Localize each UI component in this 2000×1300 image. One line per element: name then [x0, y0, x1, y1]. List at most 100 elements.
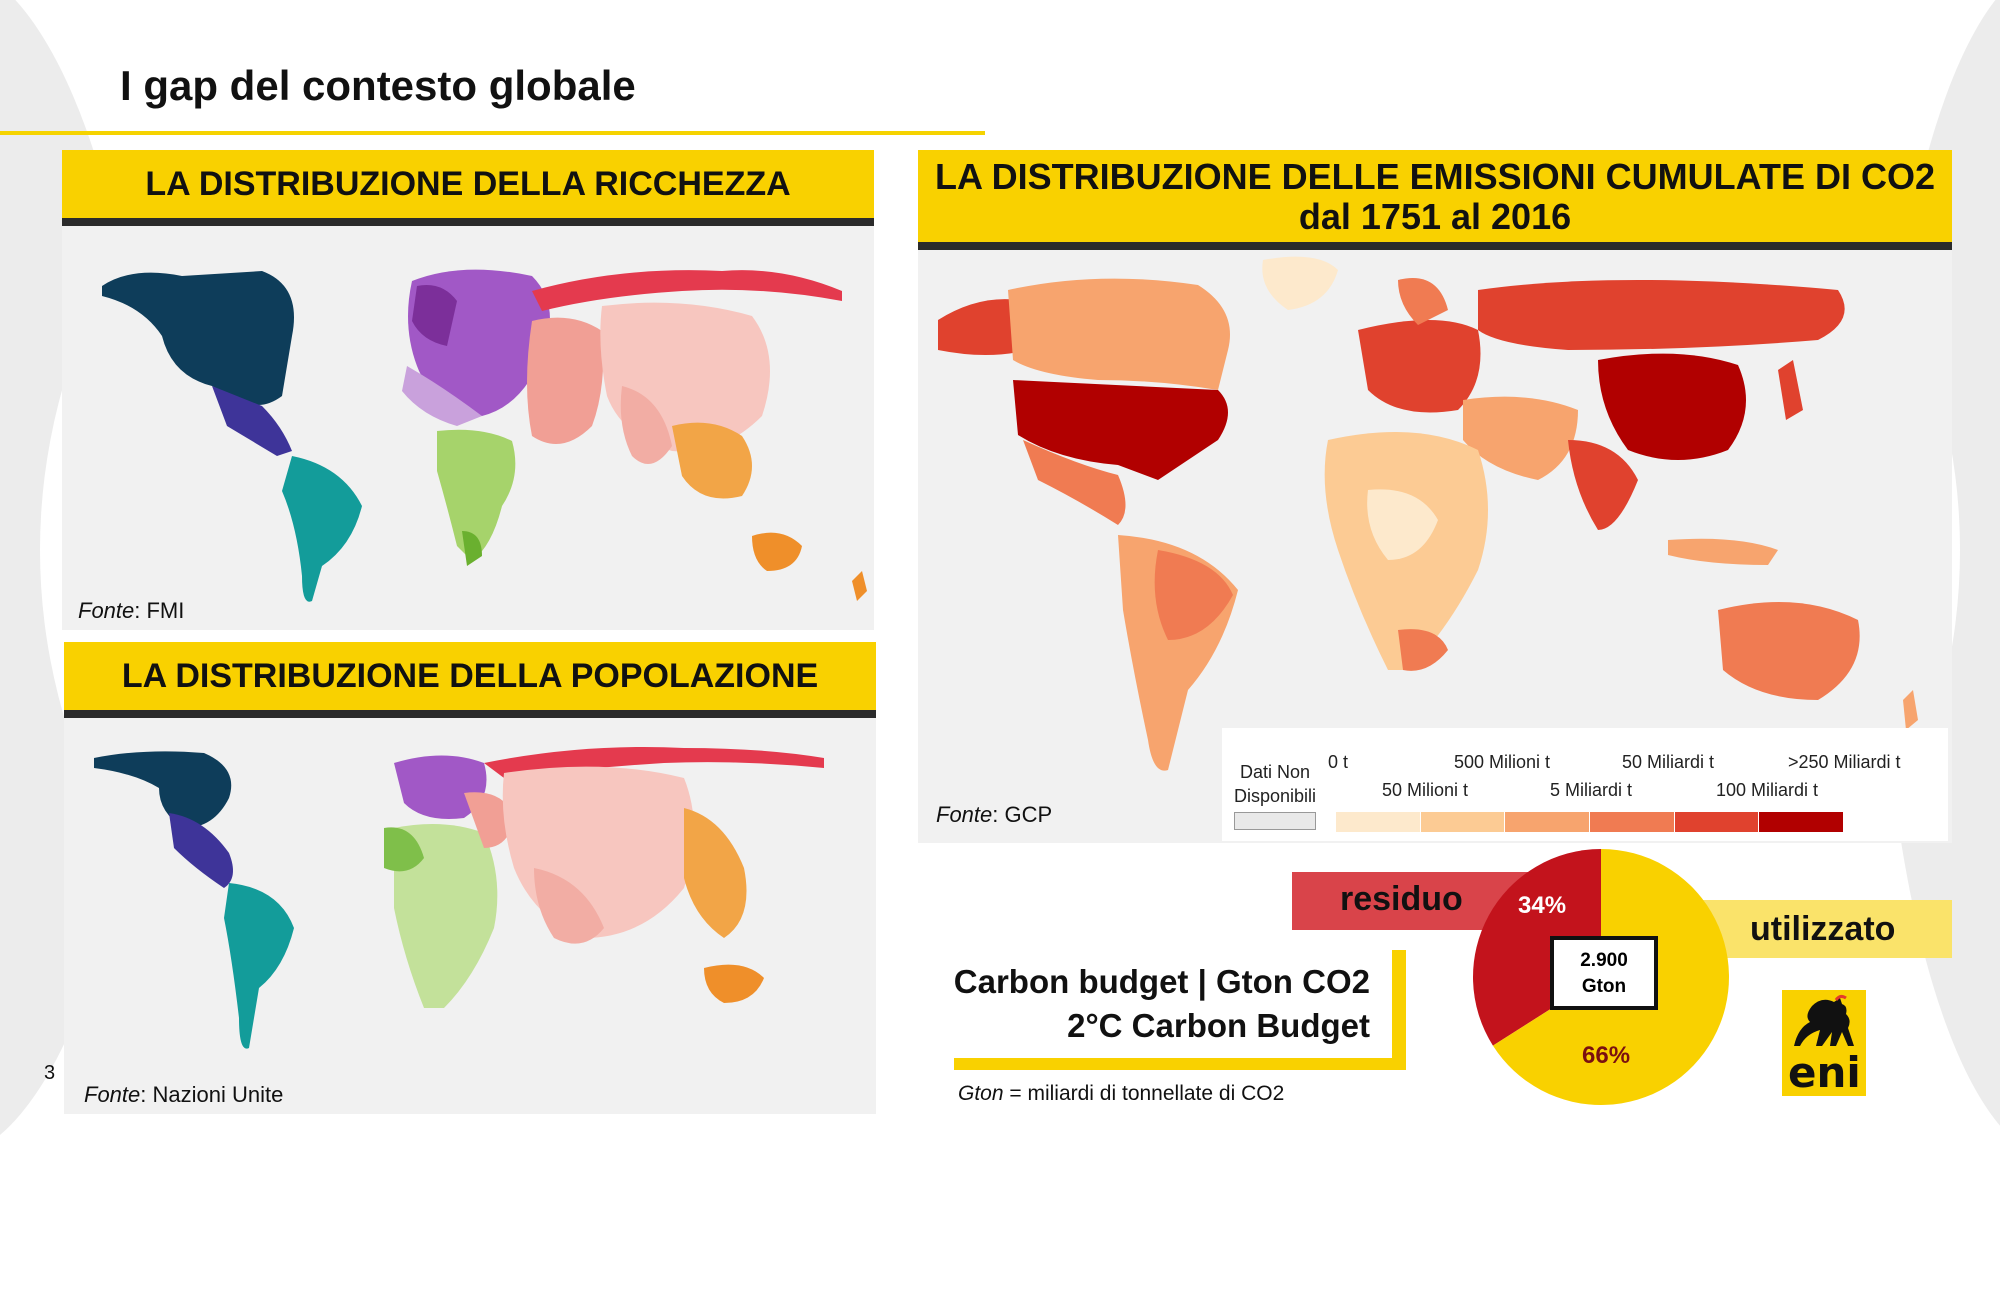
population-source-value: : Nazioni Unite — [140, 1082, 284, 1107]
emissions-heading: LA DISTRIBUZIONE DELLE EMISSIONI CUMULAT… — [918, 150, 1952, 242]
legend-bottom-label-0: 50 Milioni t — [1382, 780, 1469, 800]
residual-label: residuo — [1340, 880, 1463, 918]
used-label-bar — [1690, 900, 1952, 958]
emissions-heading-line1: LA DISTRIBUZIONE DELLE EMISSIONI CUMULAT… — [934, 156, 1936, 197]
legend-no-data: Dati Non Disponibili — [1230, 760, 1320, 808]
legend-bottom-label-2: 100 Miliardi t — [1716, 780, 1819, 800]
population-heading-underline — [64, 710, 876, 718]
carbon-budget-title: Carbon budget | Gton CO2 2°C Carbon Budg… — [950, 960, 1370, 1048]
eni-six-legged-dog-icon — [1794, 994, 1854, 1046]
emissions-brazil — [1154, 550, 1233, 640]
wealth-source-label: Fonte — [78, 598, 135, 623]
wealth-south-asia — [620, 386, 672, 464]
population-south-asia — [534, 868, 604, 944]
wealth-map-panel: Fonte: FMI — [62, 226, 874, 630]
population-middle-east — [464, 792, 514, 848]
pie-total-unit: Gton — [1581, 976, 1627, 997]
population-oceania — [704, 964, 764, 1003]
wealth-europe-south — [402, 366, 482, 426]
emissions-source-value: : GCP — [992, 802, 1053, 827]
emissions-russia — [1478, 280, 1845, 350]
legend-no-data-line2: Disponibili — [1233, 786, 1317, 806]
wealth-south-america — [282, 456, 362, 602]
page-number: 3 — [44, 1062, 56, 1084]
emissions-choropleth-map — [938, 256, 1918, 771]
population-map-panel: Fonte: Nazioni Unite — [64, 718, 876, 1114]
pie-label-used: 66% — [1582, 1042, 1631, 1069]
population-north-america — [94, 751, 232, 828]
emissions-greenland — [1262, 256, 1338, 310]
legend-top-label-2: 50 Miliardi t — [1622, 752, 1715, 772]
wealth-southeast-asia — [672, 422, 752, 499]
wealth-heading-text: LA DISTRIBUZIONE DELLA RICCHEZZA — [145, 165, 791, 203]
population-south-america — [224, 883, 294, 1049]
wealth-africa — [437, 429, 516, 561]
population-heading-text: LA DISTRIBUZIONE DELLA POPOLAZIONE — [121, 657, 819, 695]
population-source: Fonte: Nazioni Unite — [84, 1082, 283, 1108]
emissions-indonesia — [1668, 538, 1778, 565]
wealth-heading-underline — [62, 218, 874, 226]
legend-color-scale — [1336, 812, 1845, 832]
wealth-new-zealand — [852, 571, 867, 601]
emissions-new-zealand — [1903, 690, 1918, 730]
emissions-map-panel: Fonte: GCP Dati Non Disponibili 0 t 500 … — [918, 250, 1952, 843]
wealth-cartogram-map — [102, 269, 867, 602]
population-central-america — [169, 813, 233, 888]
emissions-legend: Dati Non Disponibili 0 t 500 Milioni t 5… — [1222, 728, 1948, 841]
population-southeast-asia — [684, 808, 747, 938]
legend-swatch-1 — [1420, 812, 1506, 832]
emissions-japan — [1778, 360, 1803, 420]
emissions-middle-east — [1463, 396, 1578, 480]
population-heading: LA DISTRIBUZIONE DELLA POPOLAZIONE — [64, 642, 876, 710]
population-africa — [394, 824, 498, 1008]
emissions-usa — [1013, 380, 1228, 480]
used-label: utilizzato — [1750, 910, 1896, 948]
wealth-central-america — [212, 386, 292, 456]
emissions-australia — [1718, 602, 1860, 700]
wealth-oceania — [752, 532, 802, 571]
gton-footnote-term: Gton — [958, 1082, 1004, 1105]
wealth-middle-east — [527, 317, 604, 444]
emissions-heading-underline — [918, 242, 1952, 250]
legend-top-label-1: 500 Milioni t — [1454, 752, 1551, 772]
emissions-alaska — [938, 299, 1028, 355]
legend-no-data-swatch — [1234, 812, 1316, 830]
population-west-africa — [384, 827, 424, 872]
legend-swatch-3 — [1590, 812, 1675, 832]
wealth-europe-west — [412, 285, 457, 346]
legend-no-data-line1: Dati Non — [1239, 762, 1311, 782]
wealth-source: Fonte: FMI — [78, 598, 184, 624]
legend-swatch-2 — [1505, 812, 1591, 832]
emissions-south-africa — [1398, 629, 1448, 671]
wealth-heading: LA DISTRIBUZIONE DELLA RICCHEZZA — [62, 150, 874, 218]
pie-total-value: 2.900 — [1580, 950, 1628, 971]
carbon-budget-bottom-rule — [954, 1058, 1406, 1070]
gton-footnote: Gton = miliardi di tonnellate di CO2 — [958, 1082, 1284, 1106]
pie-label-residual: 34% — [1518, 892, 1567, 919]
legend-top-label-3: >250 Miliardi t — [1788, 752, 1901, 772]
carbon-budget-right-rule — [1392, 950, 1406, 1070]
emissions-central-africa — [1367, 489, 1438, 560]
population-cartogram-map — [94, 747, 824, 1049]
emissions-source-label: Fonte — [936, 802, 993, 827]
carbon-budget-title-line1: Carbon budget | Gton CO2 — [953, 963, 1370, 1000]
legend-swatch-0 — [1336, 812, 1421, 832]
emissions-source: Fonte: GCP — [936, 802, 1052, 828]
eni-logo: eni — [1782, 990, 1866, 1097]
wealth-source-value: : FMI — [134, 598, 185, 623]
emissions-mexico — [1023, 440, 1126, 525]
wealth-russia — [532, 270, 842, 311]
wealth-north-america — [102, 271, 294, 405]
legend-swatch-4 — [1674, 812, 1760, 832]
emissions-india — [1568, 440, 1638, 530]
population-europe — [394, 755, 487, 819]
population-asia — [502, 766, 694, 938]
wealth-south-africa — [462, 531, 482, 566]
emissions-europe — [1358, 320, 1481, 413]
emissions-scandinavia — [1398, 278, 1448, 325]
legend-swatch-5 — [1759, 812, 1845, 832]
population-source-label: Fonte — [84, 1082, 141, 1107]
slide-title: I gap del contesto globale — [120, 62, 636, 109]
title-underline — [0, 131, 985, 135]
carbon-budget-title-line2: 2°C Carbon Budget — [1067, 1007, 1370, 1044]
